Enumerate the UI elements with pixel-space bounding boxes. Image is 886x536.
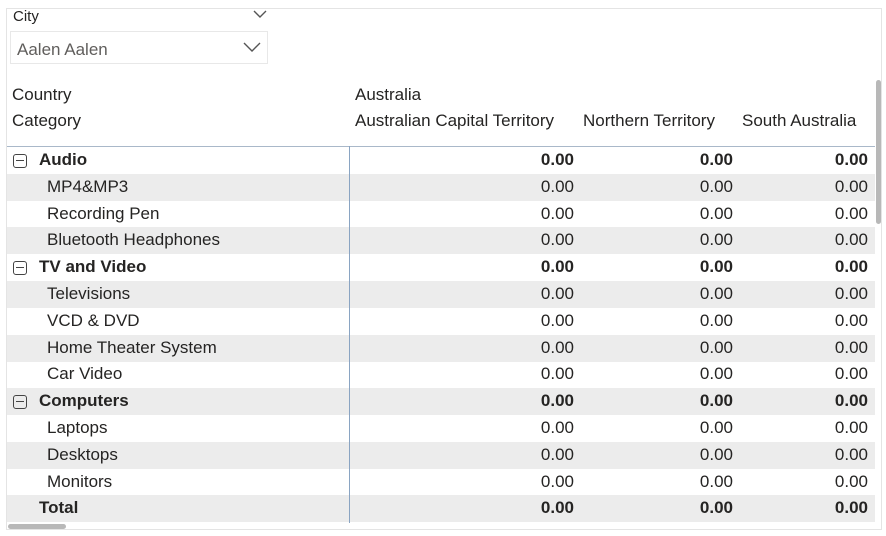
collapse-minus-icon[interactable] (13, 154, 27, 168)
row-header-country[interactable]: Country (12, 85, 72, 104)
cell-value[interactable]: 0.00 (834, 230, 868, 250)
cell-value[interactable]: 0.00 (540, 418, 574, 437)
cell-value[interactable]: 0.00 (834, 364, 868, 384)
header-row-category: Category Australian Capital Territory No… (7, 108, 875, 134)
cell-value[interactable]: 0.00 (699, 471, 733, 491)
cell-value[interactable]: 0.00 (540, 471, 574, 491)
cell-value[interactable]: 0.00 (699, 418, 733, 437)
row-label[interactable]: Recording Pen (47, 203, 160, 223)
table-row: Monitors 0.00 0.00 0.00 (7, 469, 875, 496)
collapse-minus-icon[interactable] (13, 395, 27, 410)
group-row: Computers 0.00 0.00 0.00 (7, 388, 875, 416)
cell-value[interactable]: 0.00 (834, 391, 868, 411)
cell-value[interactable]: 0.00 (834, 337, 868, 357)
horizontal-scrollbar-thumb[interactable] (8, 524, 66, 529)
table-row: MP4&MP3 0.00 0.00 0.00 (7, 173, 875, 201)
cell-value[interactable]: 0.00 (834, 284, 868, 303)
table-row: Laptops 0.00 0.00 0.00 (7, 415, 875, 442)
table-row: Car Video 0.00 0.00 0.00 (7, 361, 875, 388)
table-row: Home Theater System 0.00 0.00 0.00 (7, 334, 875, 362)
total-row: Total 0.00 0.00 0.00 (7, 495, 875, 523)
cell-value[interactable]: 0.00 (834, 498, 868, 518)
row-label[interactable]: Computers (39, 391, 129, 411)
chevron-down-icon[interactable] (253, 8, 267, 20)
column-header-region[interactable]: Northern Territory (583, 111, 715, 130)
table-row: VCD & DVD 0.00 0.00 0.00 (7, 308, 875, 335)
slicer-title: City (13, 8, 39, 25)
cell-value[interactable]: 0.00 (834, 418, 868, 437)
row-label[interactable]: Laptops (47, 418, 108, 437)
table-row: Televisions 0.00 0.00 0.00 (7, 281, 875, 308)
slicer-selected-value: Aalen Aalen (17, 40, 108, 59)
row-header-category[interactable]: Category (12, 111, 81, 130)
cell-value[interactable]: 0.00 (834, 203, 868, 223)
row-label[interactable]: Bluetooth Headphones (47, 230, 220, 250)
cell-value[interactable]: 0.00 (540, 364, 574, 384)
header-divider (7, 146, 875, 147)
column-header-region[interactable]: South Australia (742, 111, 857, 130)
city-slicer-dropdown[interactable]: Aalen Aalen (10, 31, 268, 64)
cell-value[interactable]: 0.00 (834, 176, 868, 196)
cell-value[interactable]: 0.00 (540, 391, 574, 411)
cell-value[interactable]: 0.00 (834, 444, 868, 464)
row-label[interactable]: Televisions (47, 284, 131, 303)
cell-value[interactable]: 0.00 (834, 257, 868, 277)
cell-value[interactable]: 0.00 (699, 203, 733, 223)
cell-value[interactable]: 0.00 (540, 150, 574, 169)
column-divider (349, 146, 350, 523)
cell-value[interactable]: 0.00 (540, 337, 574, 357)
chevron-down-icon[interactable] (243, 41, 261, 53)
row-label[interactable]: Total (39, 498, 79, 518)
cell-value[interactable]: 0.00 (540, 284, 574, 303)
table-row: Desktops 0.00 0.00 0.00 (7, 441, 875, 469)
row-label[interactable]: Desktops (47, 444, 118, 464)
cell-value[interactable]: 0.00 (834, 150, 868, 169)
cell-value[interactable]: 0.00 (699, 257, 733, 277)
cell-value[interactable]: 0.00 (699, 364, 733, 384)
cell-value[interactable]: 0.00 (699, 284, 733, 303)
row-label[interactable]: Car Video (47, 364, 123, 384)
cell-value[interactable]: 0.00 (540, 257, 574, 277)
cell-value[interactable]: 0.00 (540, 498, 574, 518)
row-label[interactable]: MP4&MP3 (47, 176, 129, 196)
cell-value[interactable]: 0.00 (540, 230, 574, 250)
row-label[interactable]: VCD & DVD (47, 310, 140, 330)
collapse-minus-icon[interactable] (13, 261, 27, 276)
header-row-country: Country Australia (7, 82, 875, 108)
group-row: Audio 0.00 0.00 0.00 (7, 147, 875, 174)
city-slicer-header[interactable]: City (13, 6, 269, 28)
row-label[interactable]: Home Theater System (47, 337, 217, 357)
column-header-region[interactable]: Australian Capital Territory (355, 111, 555, 130)
cell-value[interactable]: 0.00 (699, 310, 733, 330)
cell-value[interactable]: 0.00 (540, 176, 574, 196)
visual-frame (6, 8, 882, 530)
table-row: Recording Pen 0.00 0.00 0.00 (7, 201, 875, 228)
cell-value[interactable]: 0.00 (834, 471, 868, 491)
cell-value[interactable]: 0.00 (699, 150, 733, 169)
cell-value[interactable]: 0.00 (540, 444, 574, 464)
group-row: TV and Video 0.00 0.00 0.00 (7, 254, 875, 281)
row-label[interactable]: Monitors (47, 471, 113, 491)
table-row: Bluetooth Headphones 0.00 0.00 0.00 (7, 227, 875, 255)
cell-value[interactable]: 0.00 (540, 310, 574, 330)
cell-value[interactable]: 0.00 (834, 310, 868, 330)
row-label[interactable]: Audio (39, 150, 88, 169)
cell-value[interactable]: 0.00 (699, 230, 733, 250)
cell-value[interactable]: 0.00 (699, 444, 733, 464)
row-label[interactable]: TV and Video (39, 257, 147, 277)
cell-value[interactable]: 0.00 (699, 391, 733, 411)
cell-value[interactable]: 0.00 (699, 176, 733, 196)
cell-value[interactable]: 0.00 (699, 337, 733, 357)
column-header-country[interactable]: Australia (355, 85, 422, 104)
vertical-scrollbar-thumb[interactable] (876, 80, 881, 224)
cell-value[interactable]: 0.00 (540, 203, 574, 223)
cell-value[interactable]: 0.00 (699, 498, 733, 518)
